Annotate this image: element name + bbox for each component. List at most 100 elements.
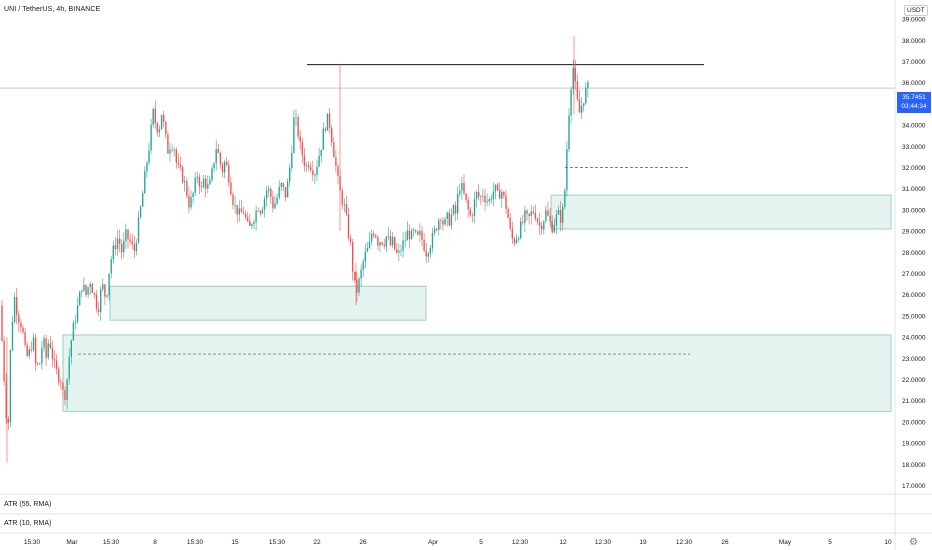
candle-body [419,231,421,235]
candle-body [297,117,299,137]
candle-body [175,149,177,163]
candle-body [559,210,562,223]
price-axis-tick-label: 31.0000 [902,186,926,193]
candle-body [85,284,87,295]
candle-body [337,165,339,176]
candle-body [545,210,547,222]
candle-body [200,186,203,188]
candle-body [444,218,446,225]
candle-body [238,208,240,215]
candle-body [66,379,68,400]
candle-body [406,230,408,241]
candle-body [9,349,12,423]
candle-body [328,113,331,128]
candle-body [219,152,222,165]
candle-body [486,201,488,203]
settings-gear-icon[interactable]: ⚙ [909,537,918,548]
candle-body [314,174,316,176]
candle-body [116,238,119,250]
candle-body [261,209,264,214]
candle-body [349,238,352,243]
candle-body [265,190,268,199]
candle-body [87,287,89,295]
candle-body [259,211,261,214]
candle-body [81,290,83,293]
candle-body [194,177,196,193]
currency-selector-button[interactable]: USDT [904,5,928,16]
candle-body [572,67,574,90]
candle-body [383,244,385,247]
candle-body [131,241,133,245]
candle-body [427,253,429,257]
candle-body [274,203,276,209]
price-axis-tick-label: 30.0000 [902,207,926,214]
time-axis-tick-label: 12:30 [595,539,612,546]
candle-body [13,297,16,322]
candle-body [324,128,327,131]
zone-rect [109,285,427,321]
candle-body [549,215,551,222]
candle-body [307,165,310,168]
candle-body [484,195,486,203]
candle-body [196,176,198,178]
candle-body [137,217,140,243]
candle-body [106,295,108,297]
candle-body [345,204,348,214]
candle-body [215,148,217,163]
candle-body [417,231,419,235]
candle-body [532,211,534,213]
candle-body [37,363,39,365]
candle-body [280,183,282,187]
candle-body [585,88,587,104]
candle-body [541,225,543,230]
candle-body [574,67,576,82]
time-axis-tick-label: 15:30 [103,539,120,546]
price-axis-tick-label: 27.0000 [902,271,926,278]
candle-body [293,117,295,153]
candle-body [144,171,146,194]
candle-body [20,322,22,328]
candle-body [58,369,60,383]
candle-body [165,121,167,135]
candle-body [385,236,387,247]
candle-body [22,327,24,333]
time-axis-tick-label: 19 [639,539,647,546]
zone-rect [550,194,892,230]
candle-body [93,293,96,295]
candle-body [366,247,369,252]
candle-body [402,240,404,251]
candle-body [553,225,555,233]
candle-body [127,229,129,240]
atr-55-pane-title[interactable]: ATR (55, RMA) [4,501,52,508]
candle-body [97,308,100,312]
candle-body [520,221,522,238]
candle-body [135,242,138,252]
time-axis-tick-label: 12 [559,539,567,546]
candle-body [156,123,159,133]
candle-body [268,188,270,191]
candle-body [391,237,394,246]
candle-body [501,191,503,199]
atr-10-pane-title[interactable]: ATR (10, RMA) [4,520,52,527]
candle-body [234,205,236,206]
candle-body [167,134,169,154]
candle-body [305,165,308,167]
candle-body [494,184,497,192]
candle-body [301,141,303,156]
candle-body [370,233,373,242]
candle-body [492,191,495,200]
candle-body [505,195,507,210]
price-axis-tick-label: 33.0000 [902,144,926,151]
candle-body [335,157,337,166]
price-axis-tick-label: 18.0000 [902,462,926,469]
candle-body [79,292,81,306]
candle-body [450,214,453,226]
candle-body [207,184,209,189]
candle-body [221,164,224,173]
candle-body [522,221,524,223]
candle-body [104,284,106,297]
candle-body [49,343,51,348]
candle-body [475,191,478,200]
candle-body [205,178,207,189]
